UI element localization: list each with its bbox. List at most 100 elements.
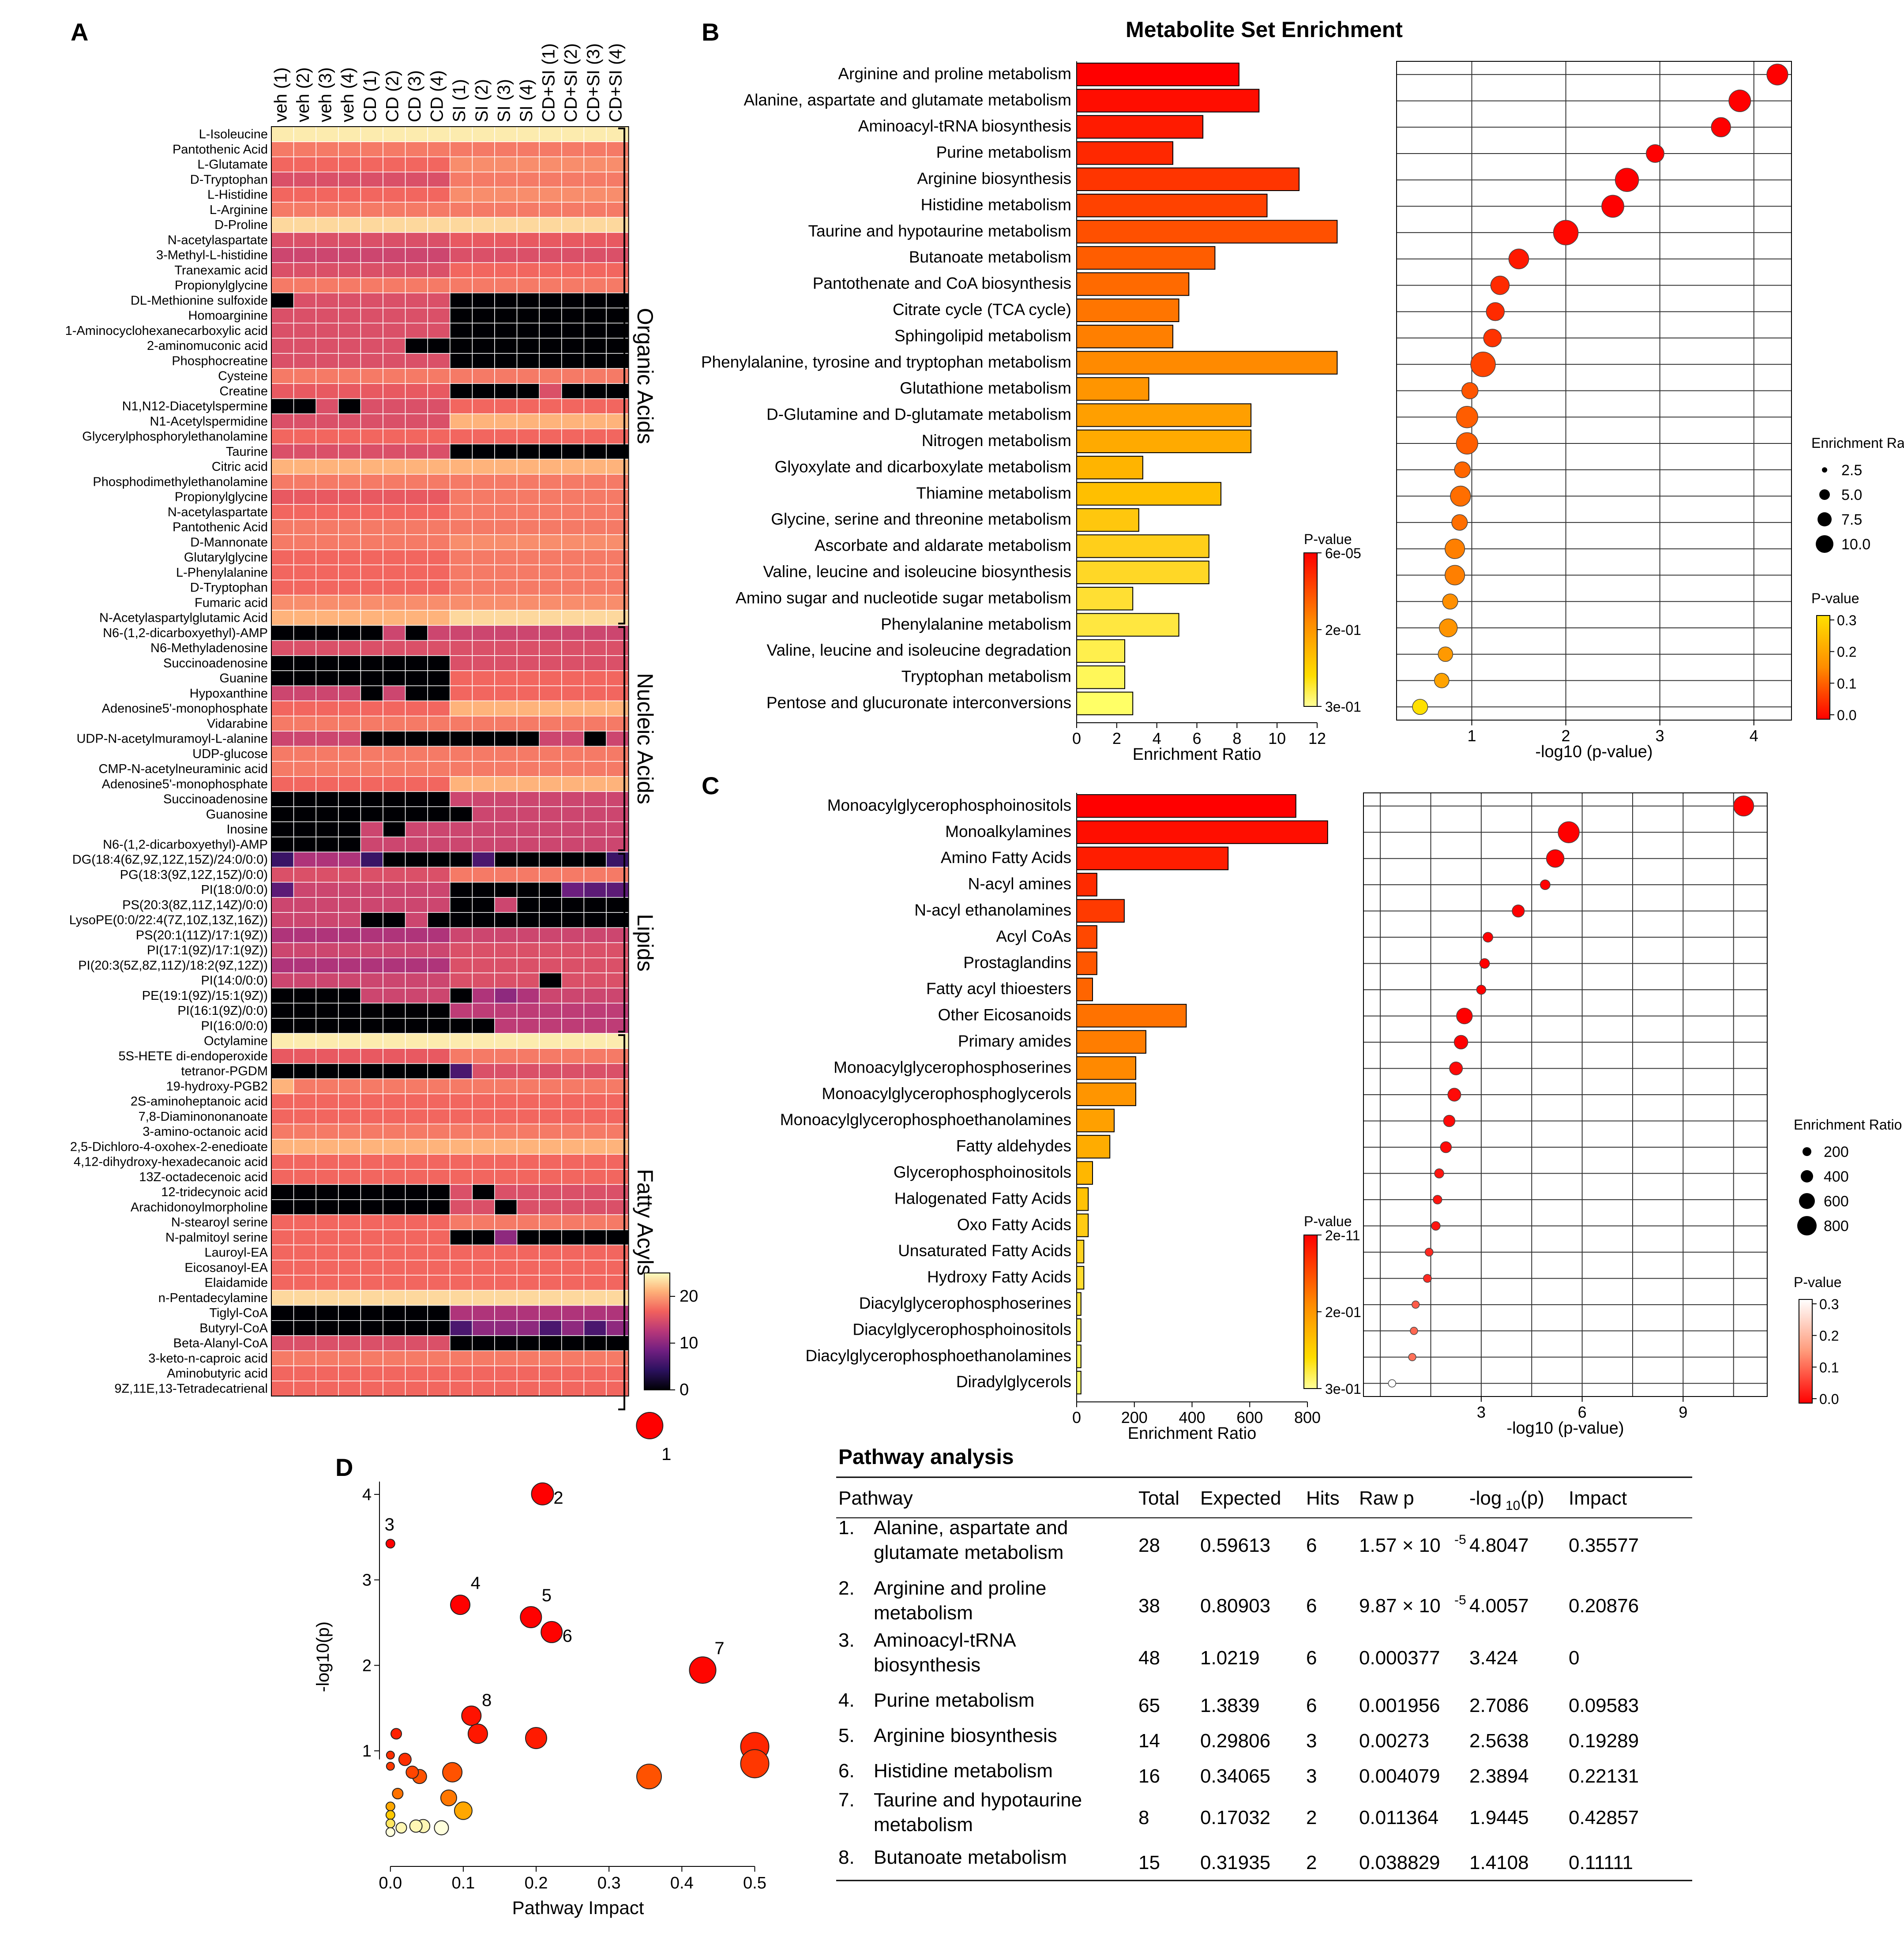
bar-category-label: Glycine, serine and threonine metabolism [771,510,1071,528]
heatmap-cell [494,579,518,596]
table-raw-p: 0.000377 [1359,1647,1440,1669]
d-point [467,1723,488,1744]
heatmap-cell [472,1305,495,1321]
heatmap-row-label: PI(16:1(9Z)/0:0) [177,1004,268,1018]
heatmap-row-label: PI(16:0/0:0) [201,1019,268,1033]
dot-point [1438,646,1453,662]
heatmap-cell [583,1123,607,1140]
heatmap-cell [516,172,540,188]
heatmap-cell [271,443,294,460]
heatmap-cell [338,1365,361,1381]
heatmap-cell [360,595,383,611]
heatmap-cell [561,867,585,883]
heatmap-cell [427,867,451,883]
heatmap-cell [271,413,294,429]
heatmap-cell [271,202,294,218]
heatmap-cell [427,1335,451,1351]
heatmap-cell [405,428,428,445]
heatmap-cell [494,1350,518,1366]
bar-legend-gradient [1303,552,1318,707]
bar-x-tick-label: 2 [1112,729,1121,747]
heatmap-cell [539,443,562,460]
heatmap-cell [561,1244,585,1261]
heatmap-cell [271,126,294,143]
heatmap-cell [561,1108,585,1125]
heatmap-cell [427,383,451,399]
heatmap-cell [315,1320,339,1336]
heatmap-cell [427,761,451,777]
heatmap-cell [315,1002,339,1019]
heatmap-cell [338,277,361,293]
heatmap-cell [516,1154,540,1170]
heatmap-cell [606,1169,629,1185]
heatmap-cell [539,1063,562,1079]
heatmap-cell [516,1290,540,1306]
heatmap-cell [583,685,607,702]
heatmap-cell [450,353,473,369]
heatmap-cell [606,806,629,822]
table-impact: 0.09583 [1569,1695,1639,1716]
heatmap-cell [383,232,406,248]
heatmap-cell [472,685,495,702]
bar-category-label: Nitrogen metabolism [922,432,1071,450]
heatmap-cell [360,534,383,550]
heatmap-cell [315,428,339,445]
heatmap-cell [606,413,629,429]
heatmap-cell [561,1139,585,1155]
heatmap-cell [450,428,473,445]
d-x-tick-label: 0.5 [743,1874,766,1892]
heatmap-cell [561,534,585,550]
panel-letter-b: B [702,18,719,46]
heatmap-cell [583,1305,607,1321]
bar-legend-label: 3e-01 [1325,1381,1361,1397]
heatmap-cell [583,942,607,958]
heatmap-cell [405,1260,428,1276]
heatmap-cell [472,564,495,581]
heatmap-cell [405,353,428,369]
heatmap-cell [516,1320,540,1336]
heatmap-cell [271,1048,294,1064]
heatmap-cell [338,927,361,943]
heatmap-cell [405,1335,428,1351]
heatmap-cell [606,202,629,218]
heatmap-cell [293,731,316,747]
bar-category-label: Valine, leucine and isoleucine biosynthe… [763,563,1071,581]
heatmap-cell [338,217,361,233]
heatmap-cell [360,474,383,490]
heatmap-cell [405,972,428,989]
heatmap-cell [338,685,361,702]
table-header-subscript: 10 [1506,1498,1520,1513]
heatmap-cell [405,640,428,656]
heatmap-cell [539,1002,562,1019]
heatmap-cell [516,1048,540,1064]
heatmap-cell [383,1381,406,1396]
bar [1076,246,1216,270]
heatmap-cell [315,852,339,868]
bar-category-label: Diradylglycerols [956,1373,1071,1391]
heatmap-cell [360,1320,383,1336]
bar-category-label: Halogenated Fatty Acids [894,1189,1071,1207]
heatmap-row-label: Lauroyl-EA [205,1246,268,1260]
heatmap-cell [427,262,451,278]
heatmap-cell [293,156,316,173]
heatmap-cell [338,882,361,898]
heatmap-cell [516,942,540,958]
heatmap-cell [383,972,406,989]
heatmap-cell [606,1244,629,1261]
heatmap-cell [472,791,495,807]
table-total: 8 [1138,1807,1149,1828]
heatmap-cell [405,458,428,475]
heatmap-cell [271,504,294,520]
heatmap-cell [516,338,540,354]
heatmap-cell [494,172,518,188]
heatmap-cell [427,474,451,490]
heatmap-cell [561,761,585,777]
heatmap-cell [539,232,562,248]
bar-category-label: Arginine and proline metabolism [838,64,1071,83]
heatmap-cell [271,610,294,626]
dot-size-legend-label: 10.0 [1841,536,1870,553]
heatmap-cell [583,1275,607,1291]
heatmap-cell [360,428,383,445]
heatmap-cell [293,1063,316,1079]
heatmap-cell [516,837,540,852]
